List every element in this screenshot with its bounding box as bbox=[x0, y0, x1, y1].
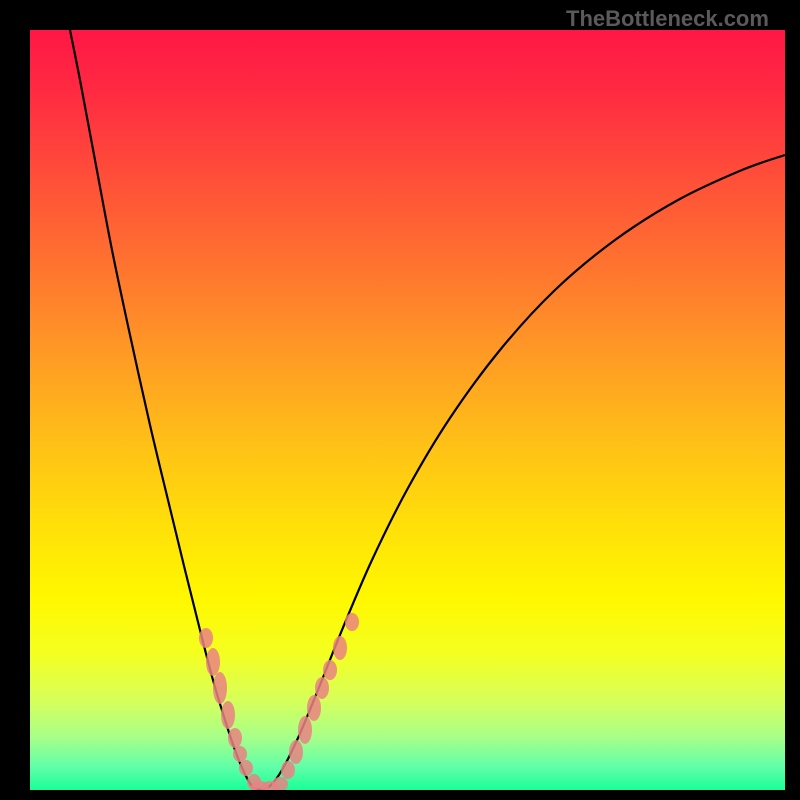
data-marker bbox=[315, 677, 329, 699]
bottleneck-curve-right bbox=[260, 155, 785, 790]
data-marker bbox=[199, 628, 213, 648]
curve-layer bbox=[30, 30, 785, 790]
data-marker bbox=[221, 701, 235, 729]
bottleneck-curve-left bbox=[70, 30, 260, 790]
data-marker bbox=[289, 740, 303, 764]
data-marker bbox=[272, 777, 288, 790]
data-marker bbox=[323, 660, 337, 680]
plot-area bbox=[30, 30, 785, 790]
data-marker bbox=[233, 746, 247, 762]
data-marker bbox=[333, 636, 347, 660]
data-markers bbox=[199, 613, 359, 790]
data-marker bbox=[345, 613, 359, 631]
data-marker bbox=[206, 648, 220, 676]
data-marker bbox=[281, 761, 295, 779]
data-marker bbox=[307, 695, 321, 721]
data-marker bbox=[239, 760, 253, 776]
chart-container: { "chart": { "type": "line", "canvas": {… bbox=[0, 0, 800, 800]
watermark: TheBottleneck.com bbox=[566, 6, 769, 32]
data-marker bbox=[213, 672, 227, 704]
data-marker bbox=[298, 716, 312, 744]
data-marker bbox=[228, 728, 242, 748]
